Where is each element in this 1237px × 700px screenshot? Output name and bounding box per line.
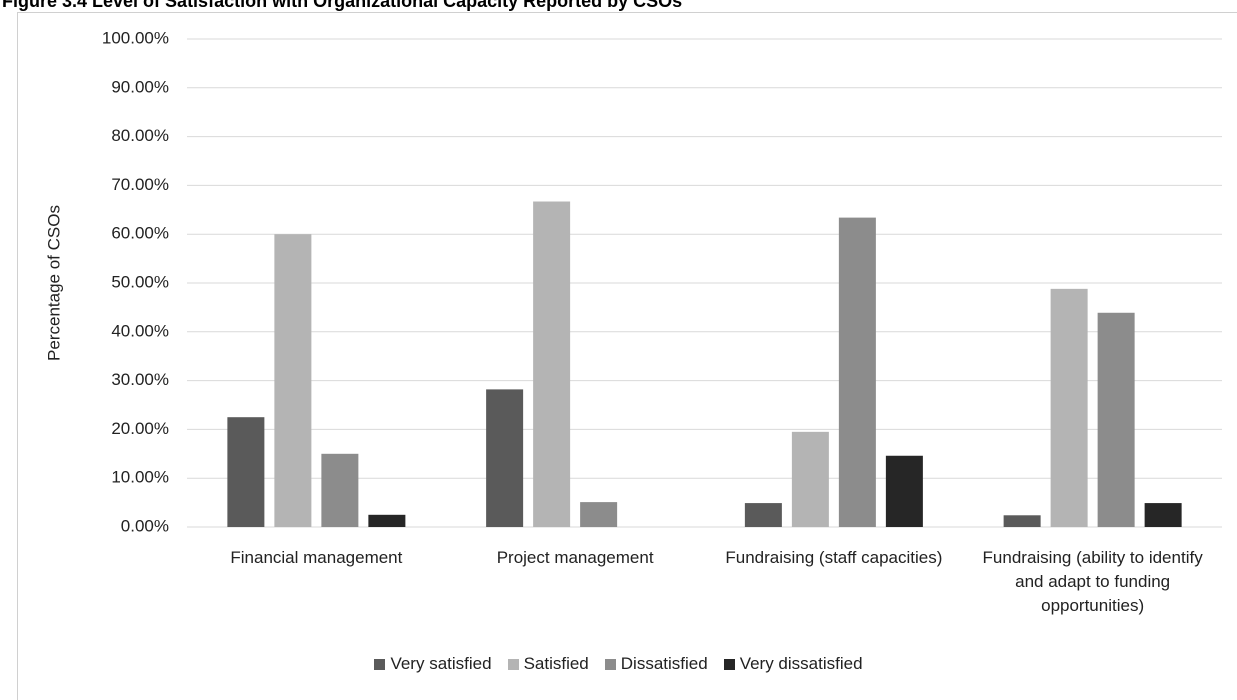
y-tick-label: 40.00% <box>111 321 169 340</box>
bar <box>227 417 265 527</box>
legend-item: Satisfied <box>507 654 589 674</box>
legend-item: Very satisfied <box>374 654 492 674</box>
y-axis-label: Percentage of CSOs <box>44 205 63 361</box>
bar <box>274 234 312 527</box>
y-tick-label: 100.00% <box>102 28 169 47</box>
bar <box>321 453 359 527</box>
y-tick-label: 90.00% <box>111 77 169 96</box>
bar <box>486 389 524 527</box>
legend-item: Dissatisfied <box>604 654 708 674</box>
legend-label: Satisfied <box>523 654 589 673</box>
bar <box>1050 288 1088 527</box>
bar <box>580 502 618 527</box>
chart-border <box>17 12 1237 700</box>
bar <box>838 217 876 527</box>
legend-swatch <box>604 658 616 670</box>
x-tick-label: Project management <box>496 548 654 567</box>
y-tick-label: 20.00% <box>111 419 169 438</box>
bar <box>1144 503 1182 527</box>
y-tick-label: 50.00% <box>111 272 169 291</box>
legend-swatch <box>507 658 519 670</box>
x-tick-label: Fundraising (ability to identify and ada… <box>982 548 1203 615</box>
legend-swatch <box>374 658 386 670</box>
x-tick-label: Fundraising (staff capacities) <box>725 548 943 567</box>
legend-label: Very satisfied <box>390 654 492 673</box>
bar <box>791 431 829 527</box>
y-tick-label: 80.00% <box>111 126 169 145</box>
y-tick-label: 10.00% <box>111 468 169 487</box>
legend-item: Very dissatisfied <box>723 654 863 674</box>
legend-swatch <box>723 658 735 670</box>
bar <box>1097 312 1135 527</box>
y-tick-label: 30.00% <box>111 370 169 389</box>
y-tick-label: 60.00% <box>111 224 169 243</box>
legend: Very satisfied Satisfied Dissatisfied Very … <box>0 654 1237 674</box>
bar <box>1003 515 1041 527</box>
bar <box>744 503 782 527</box>
x-tick-label: Financial management <box>230 548 403 567</box>
legend-label: Dissatisfied <box>620 654 708 673</box>
y-tick-label: 0.00% <box>121 516 169 535</box>
legend-label: Very dissatisfied <box>739 654 863 673</box>
bar <box>368 514 406 527</box>
chart-title: Figure 3.4 Level of Satisfaction with Or… <box>2 0 683 11</box>
bar <box>885 455 923 527</box>
y-tick-label: 70.00% <box>111 175 169 194</box>
bar <box>533 201 571 527</box>
